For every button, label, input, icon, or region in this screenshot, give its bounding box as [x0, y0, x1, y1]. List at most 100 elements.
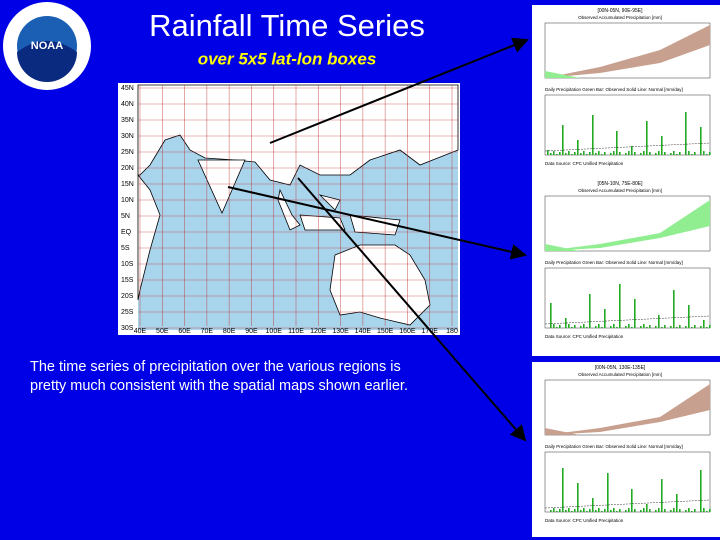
- lat-label: 45N: [121, 85, 134, 92]
- daily-bar: [592, 115, 594, 155]
- daily-bar: [553, 508, 555, 512]
- daily-bar: [586, 327, 588, 328]
- daily-bar: [700, 127, 702, 155]
- daily-bar: [679, 325, 681, 328]
- daily-bar: [589, 294, 591, 328]
- panel-cum-title: Observed Accumulated Precipitation [mm]: [578, 188, 662, 193]
- daily-bar: [595, 510, 597, 512]
- daily-bar: [613, 151, 615, 155]
- lon-label: 40E: [134, 328, 147, 335]
- daily-bar: [628, 324, 630, 328]
- daily-bar: [625, 153, 627, 155]
- daily-bar: [694, 325, 696, 328]
- daily-bar: [616, 327, 618, 328]
- daily-bar: [673, 290, 675, 328]
- daily-bar: [583, 324, 585, 328]
- lon-label: 70E: [201, 328, 214, 335]
- daily-bar: [610, 153, 612, 155]
- daily-frame: [544, 267, 711, 329]
- panel: [05N-10N, 75E-80E]Observed Accumulated P…: [532, 178, 720, 356]
- daily-bar: [634, 509, 636, 512]
- daily-bar: [703, 320, 705, 328]
- daily-bar: [625, 510, 627, 512]
- daily-bar: [709, 325, 711, 328]
- daily-bar: [565, 318, 567, 328]
- daily-bar: [550, 303, 552, 328]
- daily-bar: [676, 154, 678, 155]
- daily-bar: [601, 154, 603, 155]
- arrow: [297, 177, 527, 442]
- lon-label: 100E: [266, 328, 283, 335]
- daily-bar: [688, 151, 690, 155]
- daily-bar: [583, 151, 585, 155]
- lat-label: 30N: [121, 133, 134, 140]
- panel-region: [00N-05N, 130E-135E]: [595, 365, 646, 371]
- title: Rainfall Time Series: [149, 8, 425, 43]
- daily-bar: [571, 154, 573, 155]
- lon-label: 140E: [355, 328, 372, 335]
- daily-bar: [679, 509, 681, 512]
- panels: [00N-05N, 90E-95E]Observed Accumulated P…: [532, 5, 720, 537]
- daily-bar: [673, 508, 675, 512]
- daily-bar: [580, 510, 582, 512]
- daily-frame: [544, 451, 711, 513]
- daily-bar: [634, 299, 636, 328]
- daily-bar: [676, 494, 678, 512]
- daily-bar: [670, 326, 672, 328]
- daily-bar: [631, 146, 633, 155]
- daily-bar: [574, 325, 576, 328]
- daily-bar: [577, 483, 579, 512]
- daily-bar: [565, 153, 567, 155]
- daily-bar: [562, 468, 564, 512]
- daily-bar: [685, 112, 687, 155]
- lat-label: 35N: [121, 117, 134, 124]
- daily-bar: [568, 508, 570, 512]
- lon-label: 130E: [332, 328, 349, 335]
- cum-area: [545, 384, 710, 435]
- panel: [00N-05N, 90E-95E]Observed Accumulated P…: [532, 5, 720, 180]
- daily-bar: [583, 508, 585, 512]
- daily-bar: [655, 510, 657, 512]
- daily-bar: [574, 152, 576, 155]
- lat-label: 10S: [121, 261, 134, 268]
- daily-bar: [574, 509, 576, 512]
- panel-region: [05N-10N, 75E-80E]: [597, 181, 643, 187]
- daily-bar: [610, 326, 612, 328]
- daily-bar: [691, 327, 693, 328]
- daily-bar: [688, 305, 690, 328]
- panel-daily-title: Daily Precipitation Green Bar: Observed …: [545, 260, 683, 265]
- logo-text: NOAA: [31, 40, 63, 52]
- daily-bar: [559, 509, 561, 512]
- daily-bar: [580, 153, 582, 155]
- noaa-logo: NOAA: [3, 2, 91, 90]
- daily-bar: [706, 154, 708, 155]
- daily-bar: [694, 509, 696, 512]
- lat-label: 25S: [121, 309, 134, 316]
- lon-label: 80E: [223, 328, 236, 335]
- daily-bar: [664, 325, 666, 328]
- daily-bar: [559, 325, 561, 328]
- daily-bar: [589, 509, 591, 512]
- panel: [00N-05N, 130E-135E]Observed Accumulated…: [532, 362, 720, 537]
- daily-bar: [604, 152, 606, 155]
- cum-area-2: [545, 244, 580, 251]
- normal-line: [544, 499, 711, 509]
- panel-bg: [532, 178, 720, 356]
- normal-line: [544, 142, 711, 152]
- daily-bar: [685, 510, 687, 512]
- indonesia: [277, 188, 401, 236]
- panel-daily-title: Daily Precipitation Green Bar: Observed …: [545, 444, 683, 449]
- daily-bar: [664, 509, 666, 512]
- lon-label: 50E: [156, 328, 169, 335]
- normal-line: [544, 315, 711, 325]
- daily-bar: [649, 509, 651, 512]
- daily-bar: [658, 315, 660, 328]
- daily-bar: [568, 151, 570, 155]
- daily-bar: [655, 326, 657, 328]
- lat-label: 5N: [121, 213, 130, 220]
- daily-bar: [586, 511, 588, 512]
- lon-label: 90E: [245, 328, 258, 335]
- daily-bar: [646, 327, 648, 328]
- daily-bar: [598, 151, 600, 155]
- daily-bar: [643, 151, 645, 155]
